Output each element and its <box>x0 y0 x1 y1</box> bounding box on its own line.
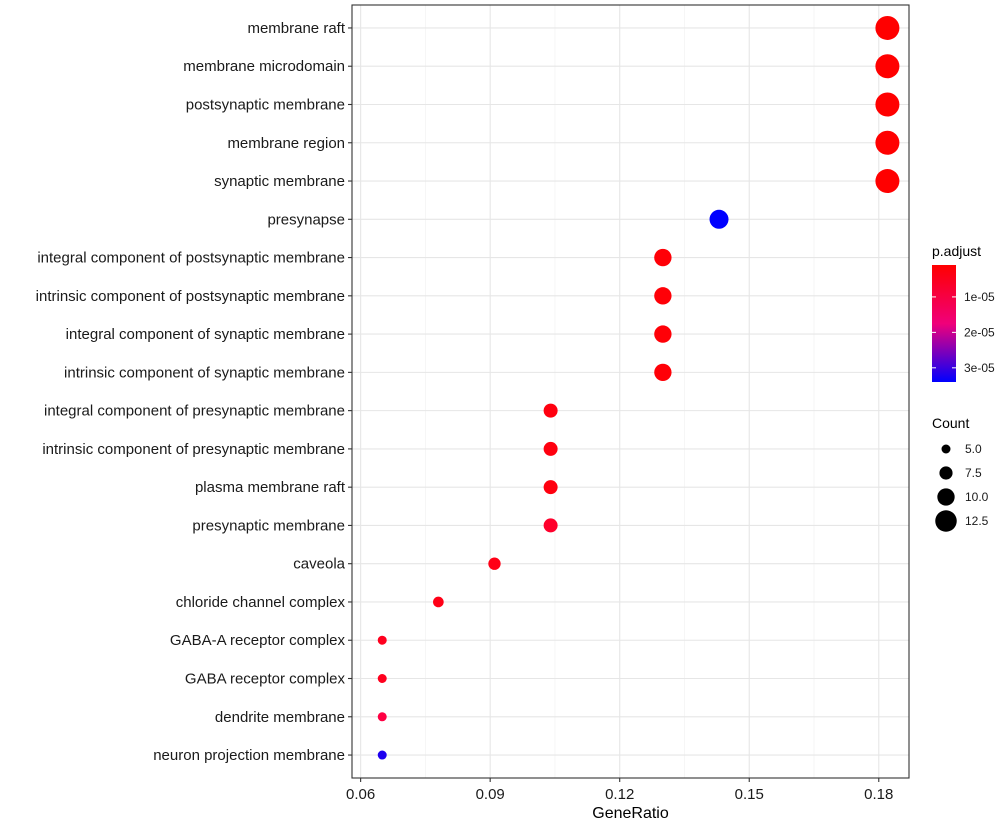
data-point <box>433 596 444 608</box>
data-point <box>377 750 387 760</box>
size-legend-label: 12.5 <box>965 514 989 528</box>
size-legend-point <box>941 444 951 454</box>
points-layer <box>377 15 900 760</box>
size-legend: Count 5.0 7.5 10.0 12.5 <box>932 415 989 532</box>
y-tick-label: GABA-A receptor complex <box>170 632 346 649</box>
y-tick-label: membrane region <box>227 135 345 152</box>
y-tick-label: dendrite membrane <box>215 709 345 726</box>
y-tick-label: caveola <box>293 556 345 573</box>
x-tick-label: 0.15 <box>735 786 764 803</box>
data-point <box>488 557 501 570</box>
data-point <box>875 92 900 117</box>
data-point <box>543 403 558 418</box>
x-tick-label: 0.06 <box>346 786 375 803</box>
size-legend-point <box>935 510 957 532</box>
y-tick-label: GABA receptor complex <box>185 671 346 688</box>
y-tick-label: plasma membrane raft <box>195 479 346 496</box>
data-point <box>654 325 672 343</box>
y-tick-label: integral component of synaptic membrane <box>66 326 345 343</box>
x-tick-label: 0.09 <box>476 786 505 803</box>
size-legend-point <box>939 466 953 480</box>
y-tick-label: presynaptic membrane <box>192 517 345 534</box>
y-axis: membrane raft membrane microdomain postsyn… <box>36 20 352 764</box>
size-legend-label: 10.0 <box>965 490 989 504</box>
data-point <box>654 248 672 267</box>
data-point <box>875 15 900 40</box>
data-point <box>377 712 387 722</box>
color-legend: p.adjust 1e-05 2e-05 3e-05 <box>932 243 995 382</box>
data-point <box>543 518 558 533</box>
x-axis: 0.06 0.09 0.12 0.15 0.18 <box>346 778 893 803</box>
y-tick-label: neuron projection membrane <box>153 747 345 764</box>
y-tick-label: intrinsic component of postsynaptic memb… <box>36 288 345 305</box>
data-point <box>654 363 672 382</box>
data-point <box>654 287 672 305</box>
y-tick-label: postsynaptic membrane <box>186 96 345 113</box>
data-point <box>875 169 900 194</box>
y-tick-label: presynapse <box>267 211 345 228</box>
data-point <box>875 54 900 79</box>
size-legend-point <box>937 488 955 506</box>
y-tick-label: intrinsic component of presynaptic membr… <box>42 441 345 458</box>
data-point <box>377 674 387 684</box>
x-tick-label: 0.18 <box>864 786 893 803</box>
grid-lines <box>352 5 909 778</box>
y-tick-label: chloride channel complex <box>176 594 346 611</box>
color-legend-bar <box>932 265 956 382</box>
color-legend-label: 3e-05 <box>964 361 995 375</box>
data-point <box>709 209 729 229</box>
y-tick-label: membrane raft <box>247 20 345 37</box>
color-legend-label: 1e-05 <box>964 290 995 304</box>
x-axis-title: GeneRatio <box>592 805 669 820</box>
x-tick-label: 0.12 <box>605 786 634 803</box>
y-tick-label: integral component of presynaptic membra… <box>44 403 345 420</box>
size-legend-label: 7.5 <box>965 466 982 480</box>
size-legend-title: Count <box>932 415 969 431</box>
plot-panel-border <box>351 4 910 779</box>
color-legend-label: 2e-05 <box>964 325 995 339</box>
y-tick-label: membrane microdomain <box>183 58 345 75</box>
data-point <box>543 441 558 456</box>
color-legend-title: p.adjust <box>932 243 981 259</box>
size-legend-label: 5.0 <box>965 442 982 456</box>
data-point <box>543 480 558 495</box>
plot-panel-background <box>352 5 909 778</box>
data-point <box>875 130 900 155</box>
data-point <box>377 635 387 645</box>
y-tick-label: intrinsic component of synaptic membrane <box>64 364 345 381</box>
y-tick-label: integral component of postsynaptic membr… <box>37 250 345 267</box>
y-tick-label: synaptic membrane <box>214 173 345 190</box>
